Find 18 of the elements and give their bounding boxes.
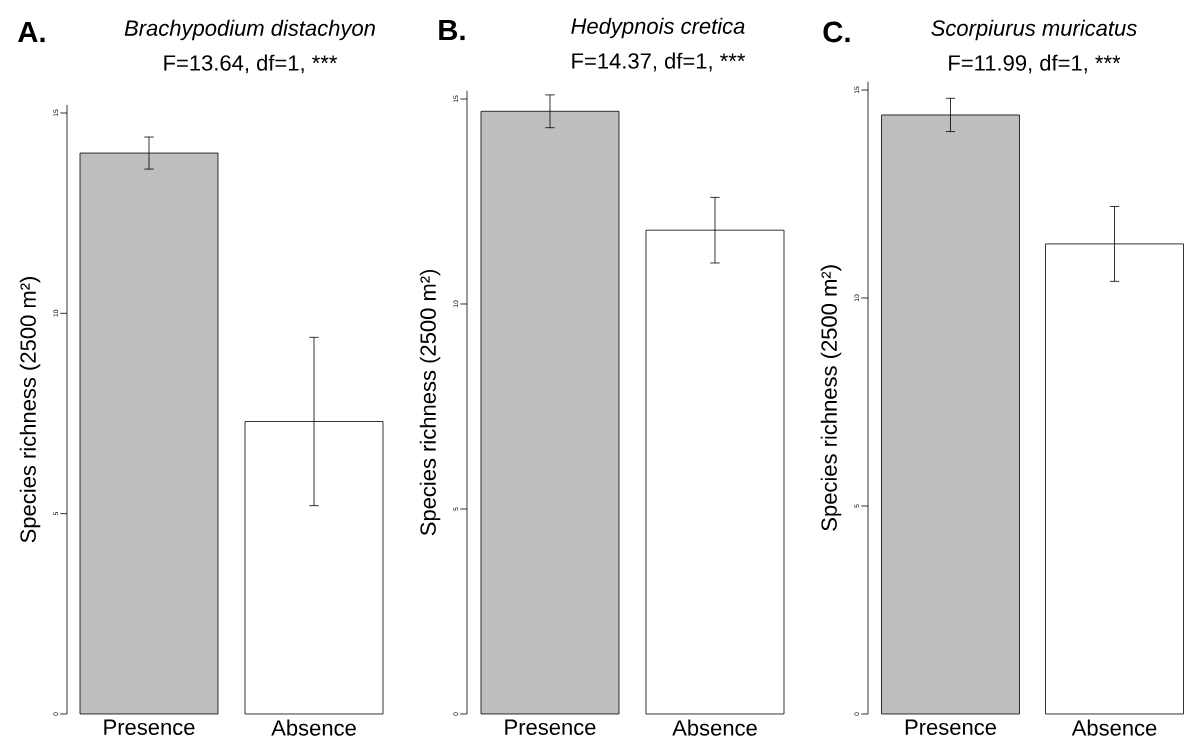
chart-title: Scorpiurus muricatus — [931, 19, 1137, 41]
chart-title: Hedypnois cretica — [571, 17, 745, 39]
x-tick-label: Presence — [905, 719, 996, 735]
text: A. — [18, 21, 45, 43]
text: C. — [823, 21, 850, 43]
y-axis-title: Species richness (2500 m²) — [19, 277, 41, 543]
y-axis-title: Species richness (2500 m²) — [419, 269, 441, 536]
chart-subtitle: F=13.64, df=1, *** — [164, 54, 338, 74]
x-tick-label: Absence — [1071, 719, 1157, 736]
y-axis-title: Species richness (2500 m²) — [820, 265, 842, 531]
chart-subtitle: F=11.99, df=1, *** — [949, 54, 1121, 74]
text: B. — [439, 19, 465, 41]
chart-title: Brachypodium distachyon — [124, 19, 375, 41]
x-tick-label: Presence — [505, 719, 596, 735]
chart-subtitle: F=14.37, df=1, *** — [572, 52, 746, 72]
x-tick-label: Absence — [672, 719, 757, 736]
x-tick-label: Presence — [104, 719, 195, 735]
x-tick-label: Absence — [271, 719, 356, 736]
